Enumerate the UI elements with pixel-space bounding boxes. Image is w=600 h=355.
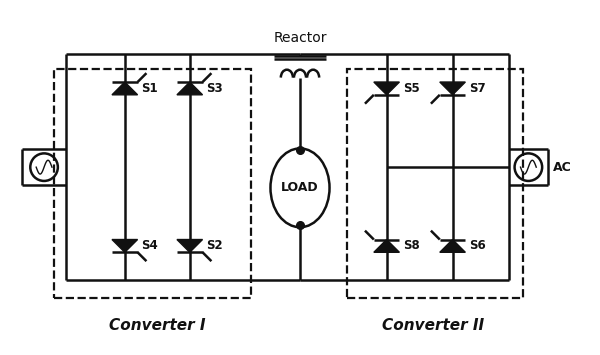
Polygon shape bbox=[374, 240, 400, 252]
Text: S2: S2 bbox=[206, 239, 223, 252]
Polygon shape bbox=[112, 82, 137, 95]
Polygon shape bbox=[112, 240, 137, 252]
Text: Reactor: Reactor bbox=[273, 31, 327, 45]
Polygon shape bbox=[440, 82, 466, 95]
Text: Converter II: Converter II bbox=[382, 318, 484, 333]
Text: S3: S3 bbox=[206, 82, 223, 95]
Text: S8: S8 bbox=[403, 239, 420, 252]
Polygon shape bbox=[177, 240, 203, 252]
Polygon shape bbox=[374, 82, 400, 95]
Text: Converter I: Converter I bbox=[109, 318, 206, 333]
Text: S7: S7 bbox=[469, 82, 486, 95]
Polygon shape bbox=[177, 82, 203, 95]
Text: S4: S4 bbox=[142, 239, 158, 252]
Text: S1: S1 bbox=[142, 82, 158, 95]
Text: S6: S6 bbox=[469, 239, 486, 252]
Text: AC: AC bbox=[553, 161, 572, 174]
Text: S5: S5 bbox=[403, 82, 420, 95]
Text: LOAD: LOAD bbox=[281, 181, 319, 194]
Polygon shape bbox=[440, 240, 466, 252]
